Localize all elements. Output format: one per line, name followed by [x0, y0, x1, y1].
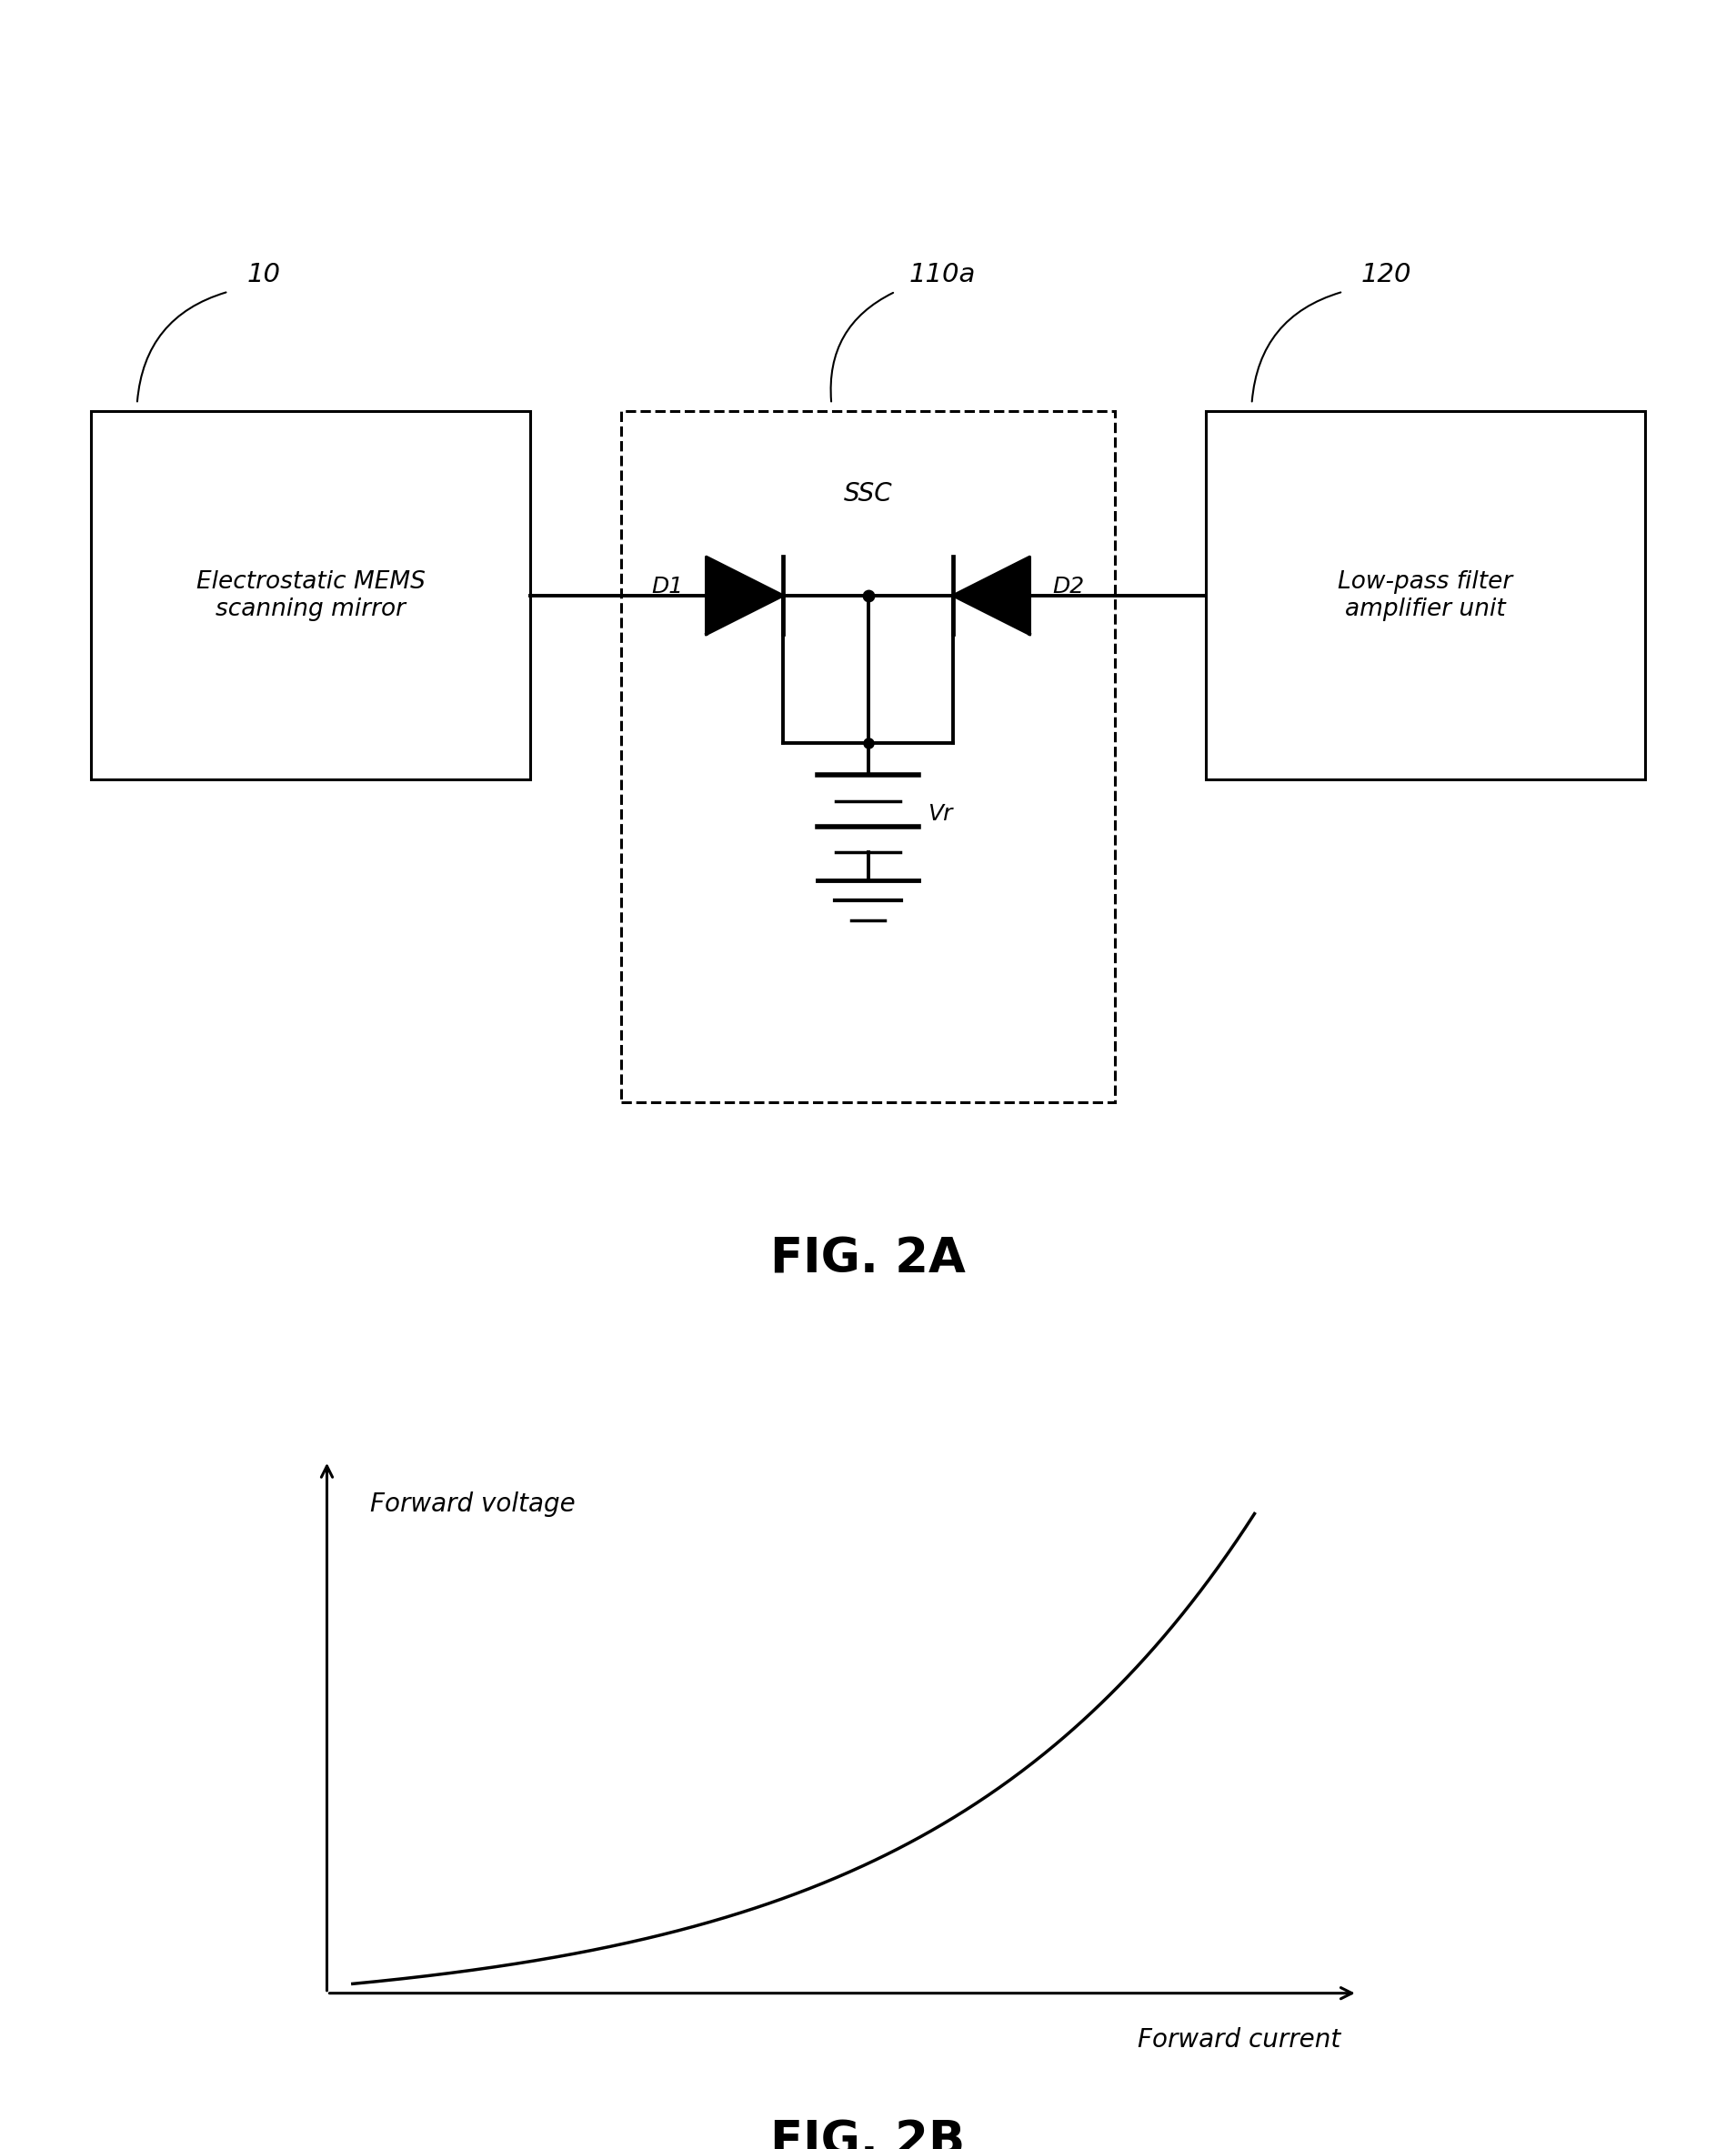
Text: 10: 10	[247, 262, 279, 288]
Text: Forward voltage: Forward voltage	[370, 1491, 575, 1517]
Bar	[621, 410, 1115, 1102]
Text: FIG. 2A: FIG. 2A	[771, 1236, 965, 1283]
Polygon shape	[953, 557, 1029, 634]
Polygon shape	[707, 557, 783, 634]
Text: D2: D2	[1052, 576, 1085, 597]
Text: Electrostatic MEMS
scanning mirror: Electrostatic MEMS scanning mirror	[196, 569, 425, 621]
Bar	[1207, 410, 1644, 780]
Text: Low-pass filter
amplifier unit: Low-pass filter amplifier unit	[1338, 569, 1512, 621]
Bar	[92, 410, 529, 780]
Text: 110a: 110a	[910, 262, 976, 288]
Text: 120: 120	[1361, 262, 1411, 288]
Text: SSC: SSC	[844, 481, 892, 507]
Text: FIG. 2B: FIG. 2B	[771, 2119, 965, 2149]
Text: Forward current: Forward current	[1137, 2027, 1340, 2052]
Text: D1: D1	[651, 576, 684, 597]
Text: Vr: Vr	[927, 804, 953, 825]
